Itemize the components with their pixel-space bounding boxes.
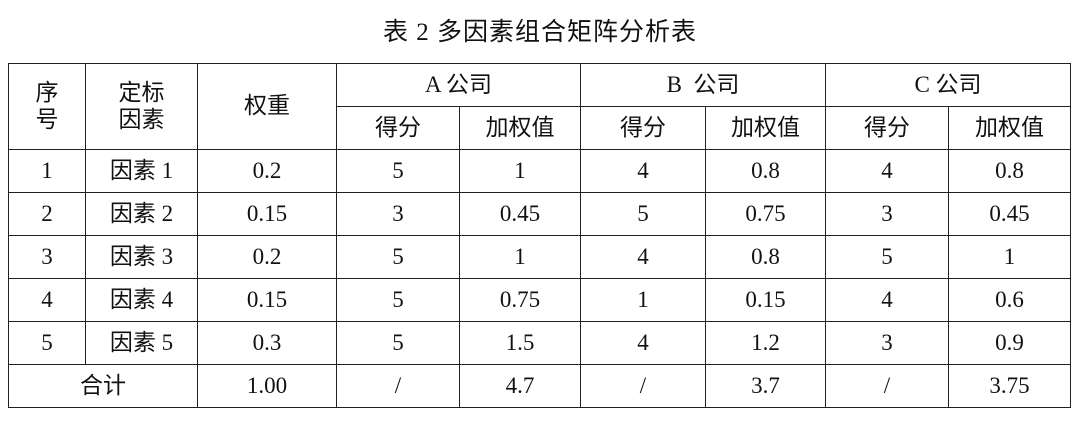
row-weight: 0.2 bbox=[197, 235, 337, 279]
row-weighted: 1 bbox=[459, 149, 581, 193]
row-factor: 因素 5 bbox=[85, 321, 198, 365]
row-weighted: 0.45 bbox=[948, 192, 1071, 236]
row-weighted: 0.8 bbox=[948, 149, 1071, 193]
header-weighted: 加权值 bbox=[459, 106, 581, 150]
row-index: 3 bbox=[8, 235, 86, 279]
row-weighted: 0.45 bbox=[459, 192, 581, 236]
row-weight: 0.2 bbox=[197, 149, 337, 193]
row-score: 3 bbox=[336, 192, 460, 236]
row-factor: 因素 4 bbox=[85, 278, 198, 322]
row-weight: 0.15 bbox=[197, 192, 337, 236]
total-row: 合计 1.00 / 4.7 / 3.7 / 3.75 bbox=[8, 364, 1071, 408]
total-label: 合计 bbox=[8, 364, 198, 408]
table-row: 1 因素 1 0.2 5 1 4 0.8 4 0.8 bbox=[8, 149, 1071, 193]
row-index: 4 bbox=[8, 278, 86, 322]
row-index: 2 bbox=[8, 192, 86, 236]
row-score: 5 bbox=[336, 321, 460, 365]
header-company-c: C 公司 bbox=[825, 63, 1071, 107]
table-title: 表 2 多因素组合矩阵分析表 bbox=[382, 19, 697, 46]
row-score: 3 bbox=[825, 192, 949, 236]
header-index: 序号 bbox=[8, 63, 86, 150]
total-cell: 3.75 bbox=[948, 364, 1071, 408]
row-score: 1 bbox=[580, 278, 706, 322]
header-factor: 定标因素 bbox=[85, 63, 198, 150]
row-weighted: 1 bbox=[948, 235, 1071, 279]
row-weighted: 0.15 bbox=[705, 278, 826, 322]
header-row-1: 序号 定标因素 权重 A 公司 B 公司 C 公司 bbox=[8, 63, 1071, 150]
factor-matrix-table: 序号 定标因素 权重 A 公司 B 公司 C 公司 得分 加权值 得分 加权值 … bbox=[8, 63, 1071, 408]
row-weight: 0.15 bbox=[197, 278, 337, 322]
row-index: 5 bbox=[8, 321, 86, 365]
row-score: 4 bbox=[825, 278, 949, 322]
row-weighted: 0.8 bbox=[705, 149, 826, 193]
row-weighted: 0.75 bbox=[705, 192, 826, 236]
row-weighted: 0.75 bbox=[459, 278, 581, 322]
row-weighted: 1.5 bbox=[459, 321, 581, 365]
total-cell: 4.7 bbox=[459, 364, 581, 408]
total-weight: 1.00 bbox=[197, 364, 337, 408]
row-weighted: 1 bbox=[459, 235, 581, 279]
row-weighted: 1.2 bbox=[705, 321, 826, 365]
header-company-a: A 公司 bbox=[336, 63, 581, 107]
row-score: 4 bbox=[580, 235, 706, 279]
row-index: 1 bbox=[8, 149, 86, 193]
row-factor: 因素 1 bbox=[85, 149, 198, 193]
row-score: 5 bbox=[580, 192, 706, 236]
row-factor: 因素 2 bbox=[85, 192, 198, 236]
table-row: 2 因素 2 0.15 3 0.45 5 0.75 3 0.45 bbox=[8, 192, 1071, 236]
total-cell: / bbox=[580, 364, 706, 408]
header-score: 得分 bbox=[580, 106, 706, 150]
row-weighted: 0.6 bbox=[948, 278, 1071, 322]
row-score: 4 bbox=[825, 149, 949, 193]
row-score: 5 bbox=[825, 235, 949, 279]
row-score: 3 bbox=[825, 321, 949, 365]
row-score: 4 bbox=[580, 321, 706, 365]
row-weighted: 0.9 bbox=[948, 321, 1071, 365]
row-weighted: 0.8 bbox=[705, 235, 826, 279]
table-row: 4 因素 4 0.15 5 0.75 1 0.15 4 0.6 bbox=[8, 278, 1071, 322]
row-weight: 0.3 bbox=[197, 321, 337, 365]
total-cell: / bbox=[336, 364, 460, 408]
header-weighted: 加权值 bbox=[705, 106, 826, 150]
row-score: 5 bbox=[336, 278, 460, 322]
row-score: 4 bbox=[580, 149, 706, 193]
table-row: 3 因素 3 0.2 5 1 4 0.8 5 1 bbox=[8, 235, 1071, 279]
table-row: 5 因素 5 0.3 5 1.5 4 1.2 3 0.9 bbox=[8, 321, 1071, 365]
total-cell: 3.7 bbox=[705, 364, 826, 408]
row-score: 5 bbox=[336, 149, 460, 193]
header-weighted: 加权值 bbox=[948, 106, 1071, 150]
header-weight: 权重 bbox=[197, 63, 337, 150]
total-cell: / bbox=[825, 364, 949, 408]
row-score: 5 bbox=[336, 235, 460, 279]
row-factor: 因素 3 bbox=[85, 235, 198, 279]
header-score: 得分 bbox=[825, 106, 949, 150]
header-score: 得分 bbox=[336, 106, 460, 150]
header-company-b: B 公司 bbox=[580, 63, 826, 107]
